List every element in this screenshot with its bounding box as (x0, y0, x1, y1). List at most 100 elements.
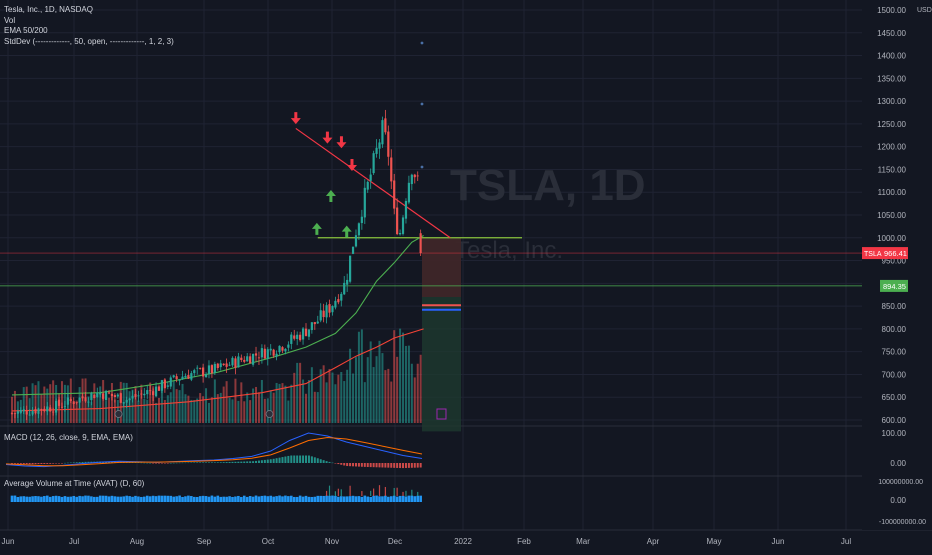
macd-histogram-bar (328, 461, 331, 463)
macd-histogram-bar (52, 463, 55, 464)
avat-bar (113, 496, 117, 502)
volume-bar (272, 392, 275, 423)
avat-bar (66, 496, 70, 502)
macd-histogram-bar (360, 463, 363, 467)
candle-body (146, 390, 149, 395)
macd-histogram-bar (228, 461, 231, 463)
macd-histogram-bar (160, 463, 163, 464)
price-tick-label: 1150.00 (878, 165, 907, 174)
avat-bar (16, 496, 20, 502)
last-price-value-bg (882, 247, 908, 260)
macd-histogram-bar (69, 462, 72, 464)
candle-body (351, 246, 355, 254)
volume-bar (202, 396, 205, 423)
candle-body (254, 353, 258, 356)
candle-body (196, 367, 199, 369)
macd-histogram-bar (31, 463, 34, 465)
avat-title[interactable]: Average Volume at Time (AVAT) (D, 60) (4, 479, 145, 488)
legend-symbol[interactable]: Tesla, Inc., 1D, NASDAQ (4, 5, 93, 14)
macd-histogram-bar (193, 462, 196, 463)
avat-bar (242, 495, 246, 502)
price-tick-label: 700.00 (882, 370, 907, 379)
candle-body (375, 147, 378, 154)
candle-body (143, 393, 146, 396)
volume-bar (99, 386, 102, 423)
avat-bar (325, 495, 328, 502)
last-price-value: 966.41 (884, 249, 907, 258)
macd-histogram-bar (81, 461, 84, 463)
macd-histogram-bar (25, 463, 28, 465)
avat-bar (187, 495, 190, 502)
macd-histogram-bar (319, 459, 322, 463)
macd-histogram-bar (207, 462, 210, 463)
candle-body (387, 131, 390, 157)
time-tick-label: Mar (576, 537, 590, 546)
macd-histogram-bar (413, 463, 416, 468)
macd-histogram-bar (410, 463, 413, 468)
avat-bar (292, 496, 296, 502)
volume-bar (225, 381, 228, 423)
avat-bar (166, 495, 170, 502)
candle-body (301, 328, 305, 340)
candle-body (269, 348, 272, 351)
avat-bar (93, 496, 96, 502)
avat-bar (204, 496, 208, 502)
avat-bar (54, 495, 58, 502)
price-levels[interactable] (0, 127, 862, 287)
candle-body (46, 406, 49, 412)
volume-bar (31, 383, 34, 423)
volume-bar (134, 386, 137, 423)
macd-title[interactable]: MACD (12, 26, close, 9, EMA, EMA) (4, 433, 133, 442)
volume-bar (210, 397, 213, 423)
candle-body (390, 157, 393, 182)
time-tick-label: Sep (197, 537, 212, 546)
avat-bar (119, 496, 123, 502)
price-axis[interactable]: 600.00650.00700.00750.00800.00850.00900.… (862, 0, 932, 530)
macd-histogram-bar (343, 463, 346, 466)
position-box[interactable] (422, 237, 461, 432)
macd-histogram-bar (340, 463, 343, 465)
macd-histogram-bar (75, 462, 78, 463)
legend-vol[interactable]: Vol (4, 15, 16, 25)
candle-body (219, 363, 222, 368)
time-axis[interactable]: Jun Jul Aug Sep Oct Nov Dec 2022 Feb Mar Apr May Jun… (0, 531, 932, 550)
candle-body (207, 365, 211, 374)
avat-bar (366, 496, 370, 502)
macd-histogram-bar (357, 463, 360, 467)
volume-bar (410, 363, 413, 423)
legend-stddev[interactable]: StdDev (-------------, 50, open, -------… (4, 36, 174, 46)
volume-bar (175, 389, 178, 423)
candle-body (322, 310, 325, 318)
volume-bar (399, 328, 402, 423)
price-tick-label: 1000.00 (877, 234, 906, 243)
volume-bar (25, 386, 28, 423)
volume-bar (269, 390, 272, 423)
avat-bar (263, 495, 267, 502)
legend-ema[interactable]: EMA 50/200 (4, 26, 48, 35)
candle-body (246, 356, 249, 362)
macd-histogram-bar (272, 458, 275, 463)
volume-bar (60, 381, 63, 423)
avat-volume-spike (334, 491, 336, 496)
price-tick-label: 1250.00 (877, 120, 906, 129)
macd-histogram-bar (372, 463, 375, 468)
volume-bar (366, 357, 369, 423)
time-tick-label: Oct (262, 537, 275, 546)
volume-bar (105, 400, 108, 423)
macd-histogram-bar (366, 463, 369, 467)
volume-bars (11, 328, 422, 423)
candle-body (49, 407, 52, 412)
avat-bar (245, 496, 249, 502)
avat-bar (181, 496, 184, 502)
avat-bar (419, 495, 422, 502)
candle-body (169, 377, 172, 387)
volume-bar (252, 388, 255, 423)
avat-bar (13, 495, 17, 502)
macd-histogram-bar (302, 455, 305, 463)
annotations[interactable] (114, 41, 447, 420)
candle-body (202, 367, 205, 377)
volume-bar (378, 340, 381, 423)
avat-bar (225, 496, 228, 502)
